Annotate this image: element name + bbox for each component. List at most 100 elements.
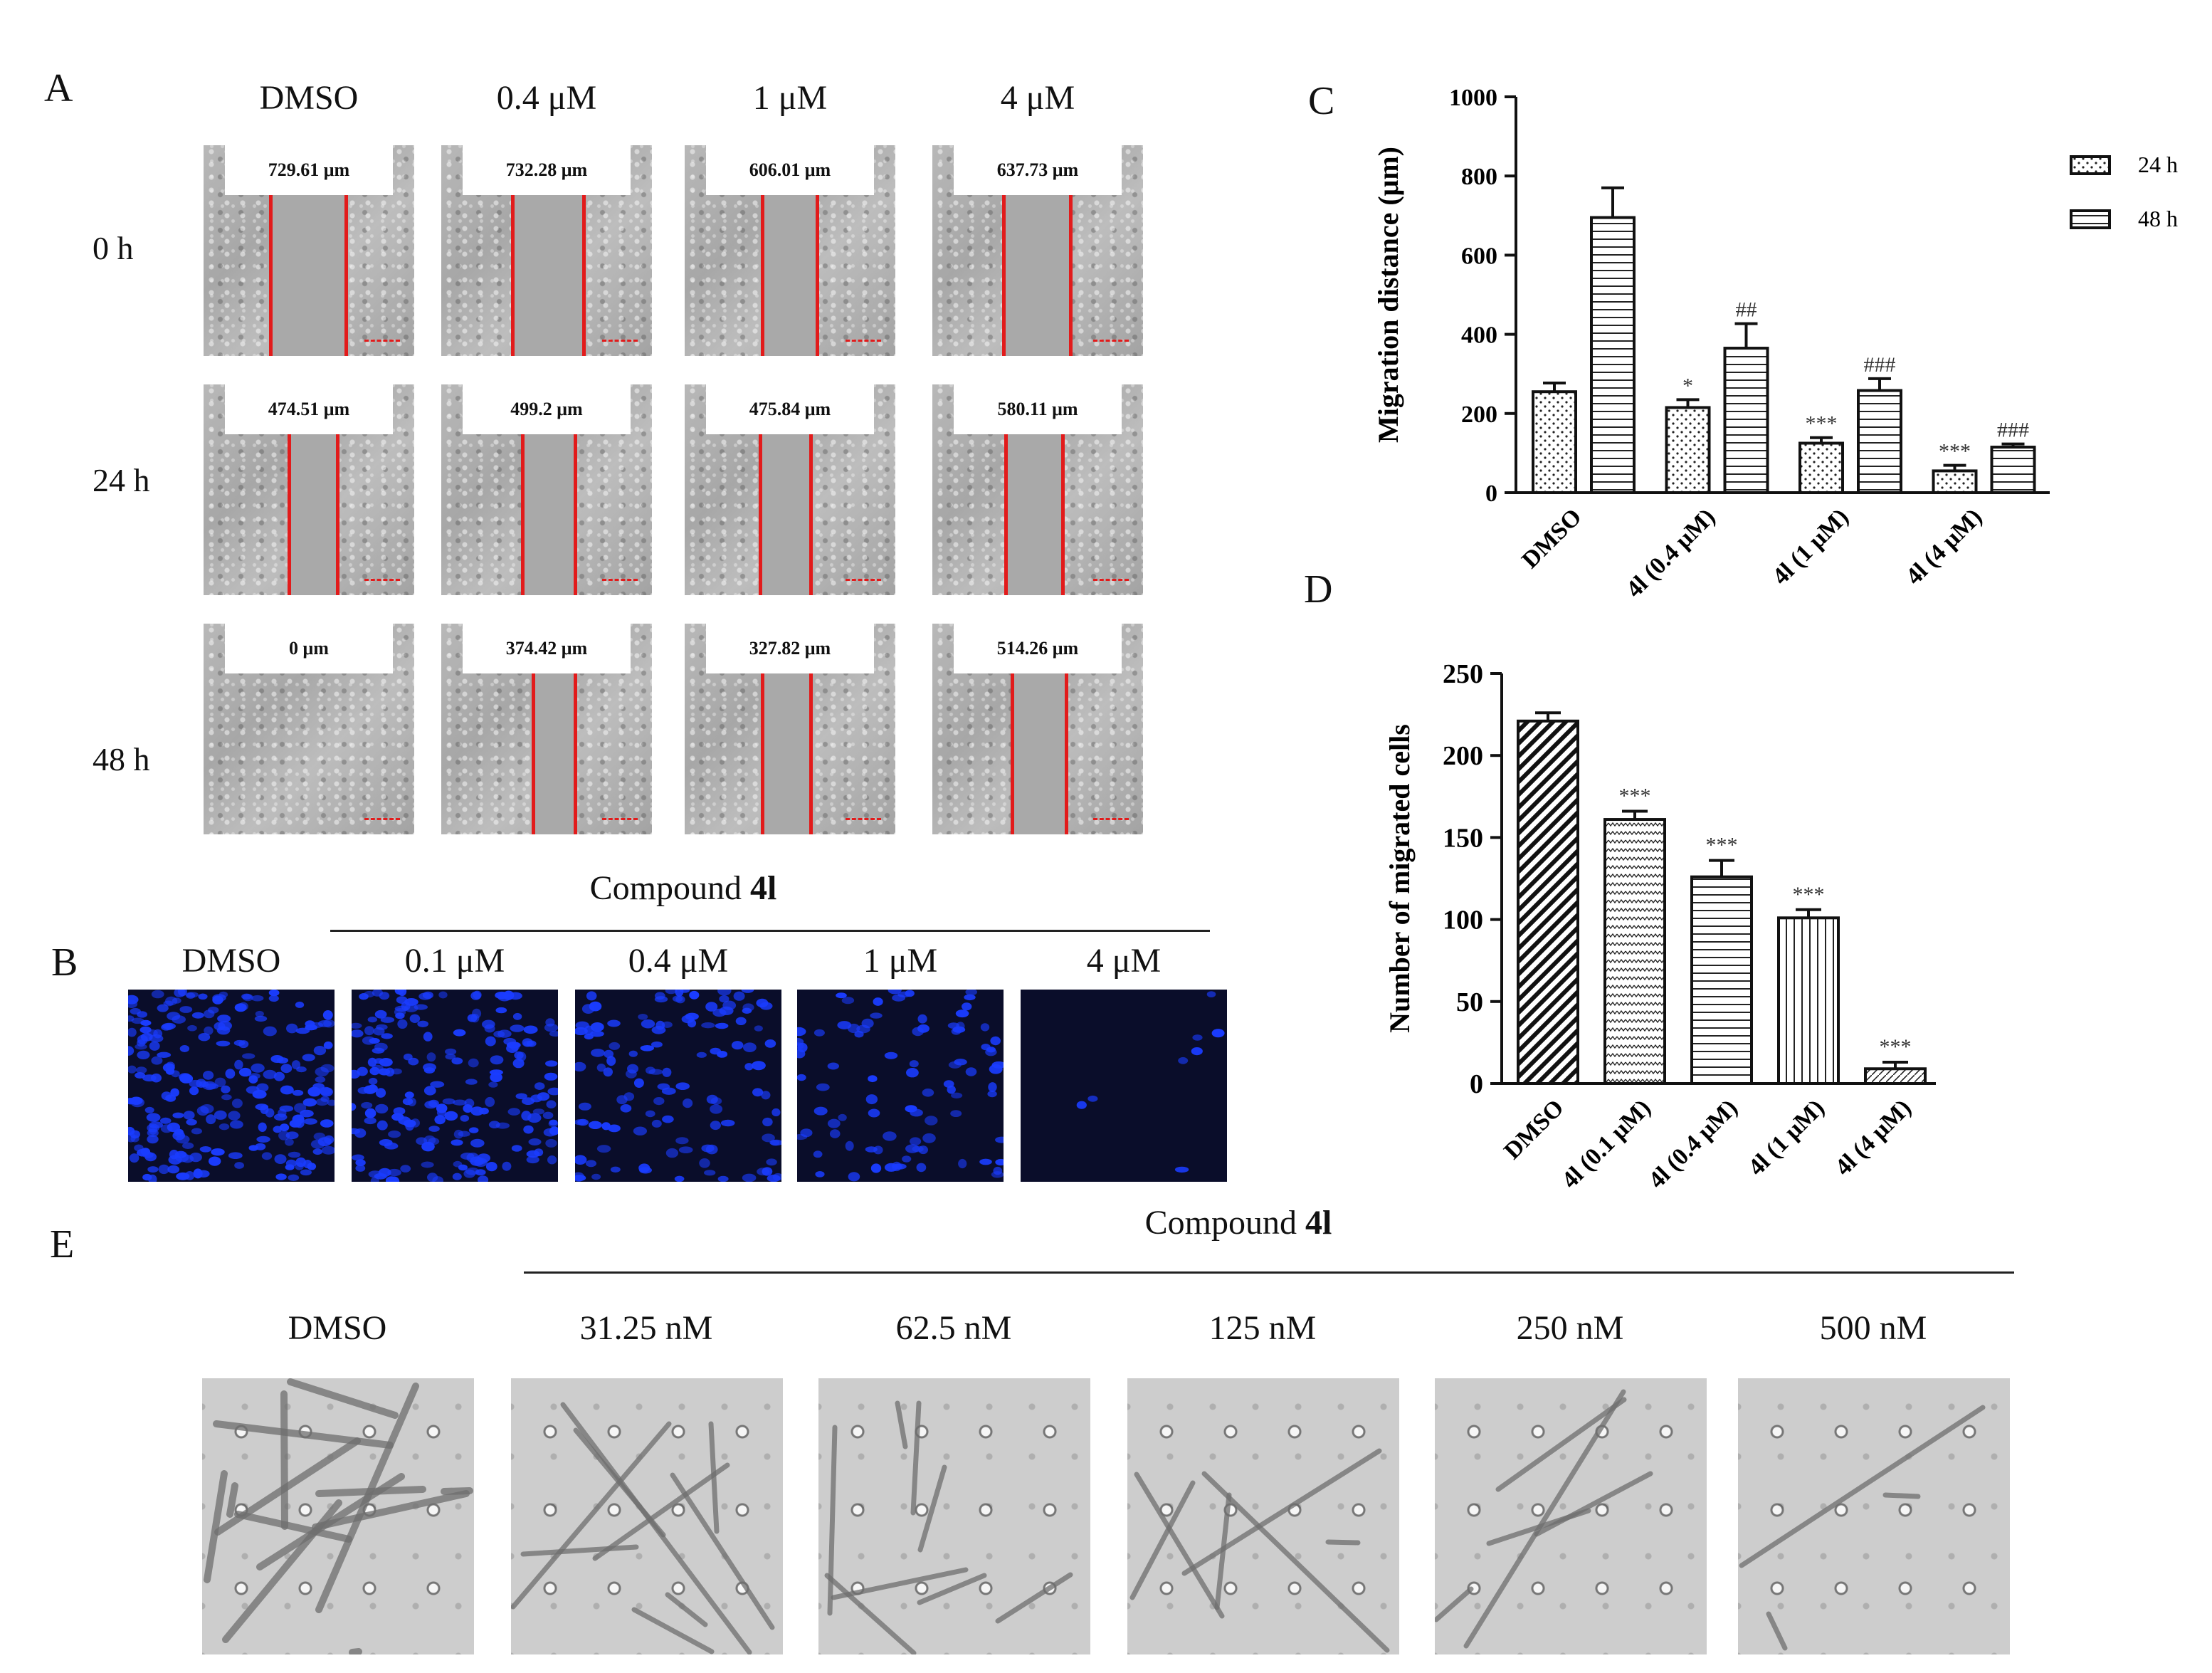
panel-b-col-header-0: DMSO [181, 942, 281, 980]
y-tick-label: 0 [1470, 1069, 1483, 1099]
wound-edge-line-right [809, 673, 813, 834]
wound-width-label: 606.01 μm [706, 145, 874, 195]
x-tick-label: 4l (4 μM) [1901, 503, 1987, 589]
wound-width-label: 327.82 μm [706, 624, 874, 673]
tube-formation-image [818, 1378, 1090, 1654]
panel-e-col-header-2: 62.5 nM [895, 1309, 1012, 1347]
panel-letter-d: D [1304, 567, 1333, 612]
scale-bar [1093, 818, 1129, 823]
x-tick-label: 4l (1 μM) [1767, 503, 1853, 589]
tube-formation-image [202, 1378, 474, 1654]
bar-0 [1517, 719, 1579, 1085]
bar-24h-0 [1532, 390, 1577, 494]
y-tick-label: 200 [1443, 741, 1483, 771]
y-tick-label: 800 [1461, 164, 1497, 190]
bar-24h-3 [1932, 469, 1978, 494]
wound-edge-line-right [574, 434, 578, 595]
wound-edge-line-left [268, 195, 273, 356]
wound-healing-image: 732.28 μm [441, 145, 652, 356]
panel-b-compound-id: 4l [750, 869, 777, 907]
x-tick-label: 4l (0.4 μM) [1621, 503, 1720, 602]
wound-width-label: 475.84 μm [706, 384, 874, 434]
panel-b-col-header-3: 1 μM [863, 942, 938, 980]
legend-swatch [2070, 155, 2111, 175]
wound-width-label: 729.61 μm [225, 145, 393, 195]
panel-a-col-header-2: 1 μM [752, 79, 828, 117]
x-tick-label: 4l (4 μM) [1830, 1094, 1916, 1180]
x-tick-label: DMSO [1499, 1094, 1569, 1164]
bar-24h-2 [1798, 441, 1844, 494]
wound-edge-line-right [809, 434, 813, 595]
tube-formation-image [1127, 1378, 1399, 1654]
y-tick-label: 0 [1485, 481, 1497, 507]
panel-b-header-rule [330, 930, 1210, 932]
wound-width-label: 514.26 μm [954, 624, 1122, 673]
wound-width-label: 732.28 μm [463, 145, 631, 195]
panel-b-compound-header: Compound 4l [498, 869, 868, 908]
x-tick-label: 4l (1 μM) [1743, 1094, 1829, 1180]
panel-e-compound-id: 4l [1305, 1204, 1332, 1242]
wound-width-label: 580.11 μm [954, 384, 1122, 434]
panel-letter-e: E [50, 1222, 75, 1266]
significance-mark: *** [1880, 1035, 1912, 1059]
wound-width-label: 0 μm [225, 624, 393, 673]
bar-48h-0 [1590, 216, 1636, 495]
panel-b-col-header-2: 0.4 μM [628, 942, 729, 980]
panel-e-compound-header: Compound 4l [1053, 1203, 1423, 1242]
panel-e-col-header-1: 31.25 nM [579, 1309, 713, 1347]
wound-edge-line-left [288, 434, 292, 595]
panel-letter-b: B [51, 940, 78, 985]
scale-bar [846, 579, 881, 584]
migration-distance-chart: Migration distance (μm) 0 200 400 600 800 1000… [1372, 85, 2178, 603]
wound-healing-image: 606.01 μm [685, 145, 895, 356]
x-tick-label: 4l (0.1 μM) [1557, 1094, 1655, 1193]
legend-label: 24 h [2138, 152, 2178, 177]
legend-label: 48 h [2138, 206, 2178, 231]
x-tick-label: DMSO [1517, 503, 1586, 573]
significance-mark: * [1682, 374, 1693, 397]
significance-mark: *** [1706, 834, 1738, 857]
wound-healing-image: 580.11 μm [932, 384, 1143, 595]
wound-healing-image: 499.2 μm [441, 384, 652, 595]
panel-a-row-label-2: 48 h [93, 741, 150, 777]
wound-edge-line-right [1065, 673, 1069, 834]
tube-formation-image [1435, 1378, 1707, 1654]
tube-formation-image [511, 1378, 783, 1654]
panel-e-header-rule [524, 1271, 2014, 1274]
tube-formation-image [1738, 1378, 2010, 1654]
panel-a-row-label-1: 24 h [93, 462, 150, 498]
wound-width-label: 474.51 μm [225, 384, 393, 434]
scale-bar [602, 579, 638, 584]
migrated-cells-chart: Number of migrated cells 0 50 100 150 200 250 D… [1384, 659, 1936, 1194]
y-tick-label: 50 [1456, 987, 1483, 1017]
nuclei-stain-image [1021, 990, 1227, 1182]
x-tick-label: 4l (0.4 μM) [1643, 1094, 1742, 1193]
panel-e-col-header-3: 125 nM [1208, 1309, 1317, 1347]
panel-b-col-header-1: 0.1 μM [404, 942, 505, 980]
nuclei-stain-image [128, 990, 335, 1182]
wound-width-label: 374.42 μm [463, 624, 631, 673]
scale-bar [846, 818, 881, 823]
bar-3 [1777, 916, 1840, 1085]
significance-mark: ## [1736, 298, 1757, 322]
wound-healing-image: 637.73 μm [932, 145, 1143, 356]
panel-letter-c: C [1308, 79, 1335, 123]
wound-healing-image: 475.84 μm [685, 384, 895, 595]
wound-edge-line-left [521, 434, 525, 595]
bar-24h-1 [1665, 406, 1711, 494]
significance-mark: ### [1864, 353, 1896, 377]
scale-bar [364, 818, 400, 823]
y-axis-label: Migration distance (μm) [1372, 147, 1404, 443]
wound-edge-line-right [1069, 195, 1073, 356]
wound-edge-line-left [1010, 673, 1014, 834]
scale-bar [364, 579, 400, 584]
legend-swatch [2070, 209, 2111, 229]
panel-e-col-header-0: DMSO [288, 1309, 387, 1347]
panel-e-compound-prefix: Compound [1144, 1204, 1305, 1242]
wound-edge-line-right [344, 195, 349, 356]
panel-a-col-header-0: DMSO [259, 79, 359, 117]
significance-mark: ### [1997, 419, 2029, 442]
bar-4 [1864, 1067, 1927, 1085]
y-tick-label: 100 [1443, 906, 1483, 935]
wound-healing-image: 327.82 μm [685, 624, 895, 834]
